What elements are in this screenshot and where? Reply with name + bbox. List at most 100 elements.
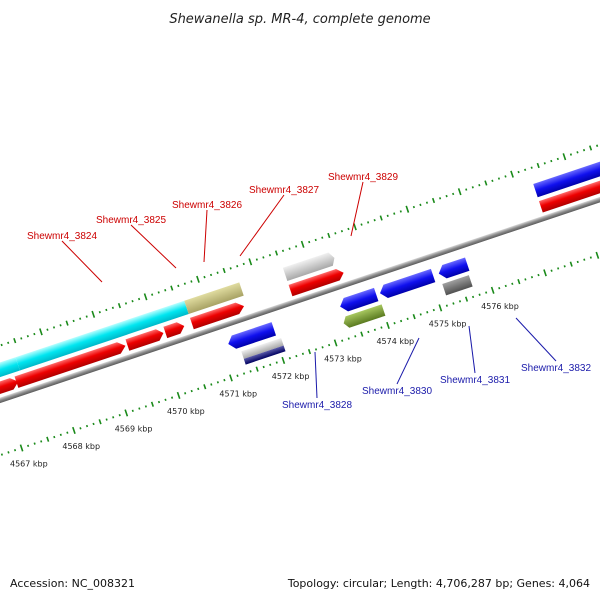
gene-block-red-right[interactable] [538,162,600,213]
tick-mark-reverse [124,409,129,417]
gene-label[interactable]: Shewmr4_3824 [27,231,97,242]
gene-arrow-blue-4[interactable] [437,257,470,280]
tick-mark-forward [445,194,448,198]
gene-arrow-red-3[interactable] [125,327,165,351]
tick-mark-reverse [229,374,233,382]
tick-mark-forward [255,258,258,261]
tick-mark-reverse [314,348,318,351]
tick-mark-reverse [27,444,30,448]
tick-mark-reverse [0,453,4,456]
tick-mark-forward [373,218,376,222]
tick-mark-forward [242,262,245,266]
gene-block-olive[interactable] [342,304,386,329]
tick-mark-forward [452,192,455,196]
tick-mark-reverse [79,427,82,430]
tick-mark-reverse [98,419,102,425]
tick-mark-reverse [13,448,17,452]
tick-mark-reverse [210,383,213,386]
tick-mark-forward [327,232,331,239]
tick-mark-forward [360,223,363,226]
tick-mark-forward [13,337,17,344]
tick-mark-reverse [530,276,534,279]
tick-mark-forward [143,293,148,301]
tick-mark-reverse [307,349,312,355]
gene-arrow-red-6[interactable] [288,267,346,297]
tick-mark-reverse [557,267,560,270]
gene-label[interactable]: Shewmr4_3832 [521,363,591,374]
tick-mark-reverse [550,269,553,272]
tick-mark-forward [425,201,429,204]
tick-mark-forward [236,264,239,268]
tick-mark-forward [340,229,343,233]
gene-label[interactable]: Shewmr4_3827 [249,185,319,196]
gene-arrow-blue-3[interactable] [378,268,436,300]
tick-mark-reverse [53,435,56,439]
gene-block-silver[interactable] [282,251,337,282]
tick-mark-forward [33,332,36,336]
tick-mark-reverse [367,330,370,334]
tick-label: 4570 kbp [167,407,205,416]
tick-mark-reverse [543,269,547,277]
gene-block-blue-right[interactable] [533,145,600,198]
tick-mark-forward [164,289,167,292]
gene-label[interactable]: Shewmr4_3829 [328,172,398,183]
tick-mark-forward [576,151,579,154]
tick-mark-forward [491,179,494,182]
tick-mark-forward [457,188,462,196]
tick-mark-reverse [40,440,43,443]
tick-mark-forward [399,210,402,213]
gene-arrow-blue-1[interactable] [226,322,277,351]
gene-block-navy[interactable] [243,345,286,365]
tick-mark-forward [524,168,527,172]
gene-arrow-blue-2[interactable] [338,287,379,313]
tick-mark-forward [151,293,154,296]
tick-mark-reverse [380,326,383,329]
tick-mark-reverse [112,416,115,419]
tick-mark-reverse [583,258,586,261]
tick-mark-reverse [190,389,193,393]
gene-leader-line [239,194,285,257]
reverse-strand-features [226,257,473,365]
tick-label: 4568 kbp [62,442,100,451]
tick-mark-forward [91,310,96,318]
tick-mark-reverse [504,284,507,288]
gene-label[interactable]: Shewmr4_3826 [172,200,242,211]
tick-mark-forward [530,166,533,169]
gene-label[interactable]: Shewmr4_3831 [440,375,510,386]
gene-label[interactable]: Shewmr4_3825 [96,215,166,226]
tick-labels: 4567 kbp 4568 kbp 4569 kbp 4570 kbp 4571 kbp… [10,302,519,469]
tick-mark-reverse [275,361,278,364]
tick-mark-forward [39,328,43,336]
gene-block-cyan[interactable] [15,300,189,371]
tick-mark-reverse [255,366,259,372]
tick-mark-forward [52,326,56,329]
tick-mark-reverse [157,400,161,404]
gene-label[interactable]: Shewmr4_3830 [362,386,432,397]
tick-mark-forward [124,302,128,305]
gene-label[interactable]: Shewmr4_3828 [282,400,352,411]
tick-mark-forward [517,170,520,174]
tick-mark-forward [471,186,474,189]
gene-block-dark[interactable] [442,275,473,296]
gene-arrow-red-4[interactable] [163,320,186,339]
tick-mark-reverse [393,321,396,325]
tick-mark-forward [20,337,23,340]
tick-mark-forward [111,306,114,309]
tick-mark-reverse [563,265,566,268]
gene-block-silver-rev[interactable] [241,337,284,359]
tick-mark-reverse [223,378,226,382]
tick-mark-forward [295,245,298,248]
tick-mark-forward [98,310,101,314]
tick-mark-reverse [373,328,376,331]
gene-arrow-red-2[interactable] [14,340,128,388]
gene-arrow-red-5[interactable] [189,300,246,330]
tick-mark-forward [550,159,553,163]
tick-mark-forward [314,238,317,242]
tick-mark-forward [510,170,514,178]
tick-mark-reverse [203,384,207,390]
tick-mark-forward [7,341,10,345]
tick-mark-forward [196,275,200,283]
map-title: Shewanella sp. MR-4, complete genome [169,12,430,27]
gene-block-khaki[interactable] [184,282,244,315]
tick-mark-reverse [490,286,495,294]
